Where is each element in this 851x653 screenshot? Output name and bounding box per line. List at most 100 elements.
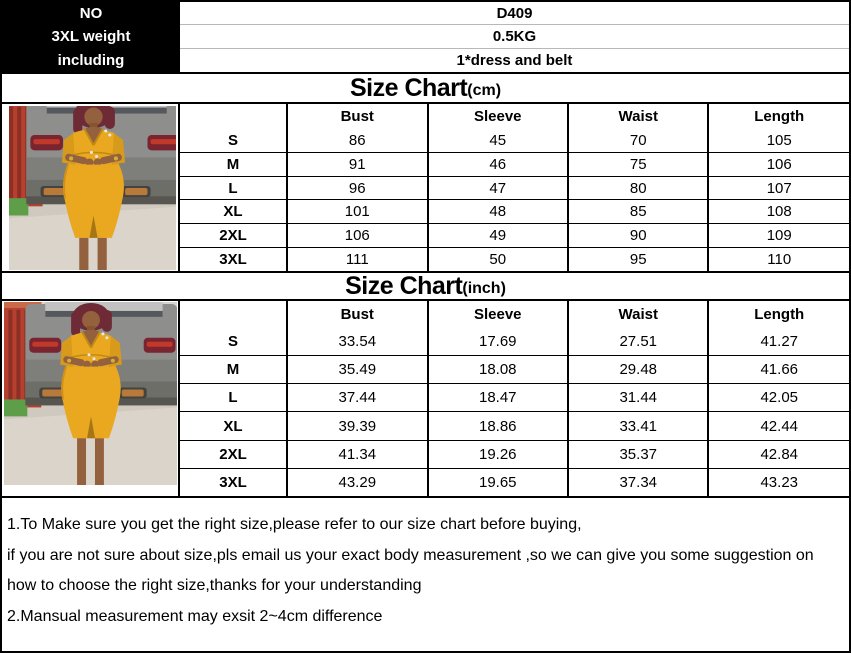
inch-3xl-length: 43.23	[707, 467, 849, 496]
cm-xl-bust: 101	[286, 199, 429, 225]
table-row: 3XL 111 50 95 110	[180, 247, 849, 271]
size-chart-inch-title-text: Size Chart	[345, 271, 463, 300]
inch-xl-size: XL	[180, 411, 288, 441]
inch-s-bust: 33.54	[286, 328, 429, 356]
cm-xl-waist: 85	[566, 199, 709, 225]
inch-m-sleeve: 18.08	[426, 354, 569, 385]
inch-m-size: M	[180, 354, 288, 385]
inch-xl-waist: 33.41	[566, 411, 709, 441]
cm-xl-sleeve: 48	[426, 199, 569, 225]
inch-2xl-length: 42.84	[707, 439, 849, 469]
inch-l-waist: 31.44	[566, 383, 709, 413]
cm-l-size: L	[180, 175, 288, 201]
inch-s-size: S	[180, 328, 288, 356]
cm-header-row: Bust Sleeve Waist Length	[180, 104, 849, 129]
cm-col-waist: Waist	[566, 104, 709, 129]
product-photo-2-cell	[2, 301, 180, 496]
table-row: M 91 46 75 106	[180, 151, 849, 177]
inch-3xl-bust: 43.29	[286, 467, 429, 496]
inch-l-length: 42.05	[707, 383, 849, 413]
inch-m-bust: 35.49	[286, 354, 429, 385]
size-chart-cm-table: Bust Sleeve Waist Length S 86 45 70 105	[180, 104, 849, 271]
inch-col-bust: Bust	[286, 301, 429, 328]
cm-2xl-bust: 106	[286, 223, 429, 249]
cm-2xl-size: 2XL	[180, 223, 288, 249]
inch-col-waist: Waist	[566, 301, 709, 328]
cm-xl-size: XL	[180, 199, 288, 225]
product-info-labels: NO 3XL weight including	[2, 2, 180, 72]
inch-xl-length: 42.44	[707, 411, 849, 441]
inch-m-waist: 29.48	[566, 354, 709, 385]
info-label-including: including	[57, 51, 125, 69]
note-line-2: if you are not sure about size,pls email…	[7, 546, 814, 564]
cm-3xl-size: 3XL	[180, 247, 288, 271]
table-row: XL 101 48 85 108	[180, 199, 849, 225]
size-chart-cm-section: Bust Sleeve Waist Length S 86 45 70 105	[2, 104, 849, 273]
cm-3xl-bust: 111	[286, 247, 429, 271]
table-row: 2XL 41.34 19.26 35.37 42.84	[180, 439, 849, 469]
table-row: XL 39.39 18.86 33.41 42.44	[180, 411, 849, 441]
note-line-4: 2.Mansual measurement may exsit 2~4cm di…	[7, 607, 383, 625]
product-photo-1-cell	[2, 104, 180, 271]
info-value-including: 1*dress and belt	[456, 51, 573, 69]
product-info-values: D409 0.5KG 1*dress and belt	[180, 2, 849, 72]
info-label-weight: 3XL weight	[51, 28, 131, 46]
cm-s-bust: 86	[286, 129, 429, 153]
cm-3xl-length: 110	[707, 247, 849, 271]
cm-2xl-length: 109	[707, 223, 849, 249]
cm-col-length: Length	[707, 104, 849, 129]
table-row: L 96 47 80 107	[180, 175, 849, 201]
size-chart-inch-section: Bust Sleeve Waist Length S 33.54 17.69 2…	[2, 301, 849, 498]
size-chart-inch-table: Bust Sleeve Waist Length S 33.54 17.69 2…	[180, 301, 849, 496]
note-line-1: 1.To Make sure you get the right size,pl…	[7, 516, 582, 533]
cm-m-length: 106	[707, 151, 849, 177]
inch-2xl-bust: 41.34	[286, 439, 429, 469]
cm-l-bust: 96	[286, 175, 429, 201]
inch-3xl-size: 3XL	[180, 467, 288, 496]
inch-2xl-waist: 35.37	[566, 439, 709, 469]
inch-l-bust: 37.44	[286, 383, 429, 413]
cm-s-sleeve: 45	[426, 129, 569, 153]
product-photo-1	[9, 106, 176, 270]
size-chart-cm-title-text: Size Chart	[349, 73, 468, 102]
cm-l-waist: 80	[566, 175, 709, 201]
table-row: L 37.44 18.47 31.44 42.05	[180, 383, 849, 413]
product-photo-2	[4, 302, 177, 485]
inch-xl-sleeve: 18.86	[426, 411, 569, 441]
table-row: S 86 45 70 105	[180, 129, 849, 153]
table-row: S 33.54 17.69 27.51 41.27	[180, 328, 849, 356]
cm-xl-length: 108	[707, 199, 849, 225]
inch-m-length: 41.66	[707, 354, 849, 385]
inch-col-size	[180, 301, 288, 328]
cm-col-bust: Bust	[286, 104, 429, 129]
info-label-no: NO	[79, 5, 103, 23]
size-chart-cm-table-wrap: Bust Sleeve Waist Length S 86 45 70 105	[180, 104, 849, 271]
table-row: M 35.49 18.08 29.48 41.66	[180, 354, 849, 385]
size-chart-inch-table-wrap: Bust Sleeve Waist Length S 33.54 17.69 2…	[180, 301, 849, 496]
inch-header-row: Bust Sleeve Waist Length	[180, 301, 849, 328]
note-line-3: how to choose the right size,thanks for …	[7, 577, 422, 594]
cm-s-size: S	[180, 129, 288, 153]
inch-l-size: L	[180, 383, 288, 413]
table-row: 2XL 106 49 90 109	[180, 223, 849, 249]
cm-m-sleeve: 46	[426, 151, 569, 177]
info-value-style-no: D409	[180, 2, 849, 26]
sizing-notes: 1.To Make sure you get the right size,pl…	[2, 498, 849, 651]
info-value-weight: 0.5KG	[180, 25, 849, 49]
inch-xl-bust: 39.39	[286, 411, 429, 441]
inch-s-waist: 27.51	[566, 328, 709, 356]
inch-2xl-size: 2XL	[180, 439, 288, 469]
cm-l-sleeve: 47	[426, 175, 569, 201]
inch-col-length: Length	[707, 301, 849, 328]
table-row: 3XL 43.29 19.65 37.34 43.23	[180, 467, 849, 496]
size-chart-cm-title: Size Chart (cm)	[2, 74, 849, 104]
inch-2xl-sleeve: 19.26	[426, 439, 569, 469]
cm-3xl-waist: 95	[566, 247, 709, 271]
cm-m-size: M	[180, 151, 288, 177]
inch-s-length: 41.27	[707, 328, 849, 356]
inch-l-sleeve: 18.47	[426, 383, 569, 413]
inch-s-sleeve: 17.69	[426, 328, 569, 356]
cm-2xl-waist: 90	[566, 223, 709, 249]
inch-col-sleeve: Sleeve	[426, 301, 569, 328]
